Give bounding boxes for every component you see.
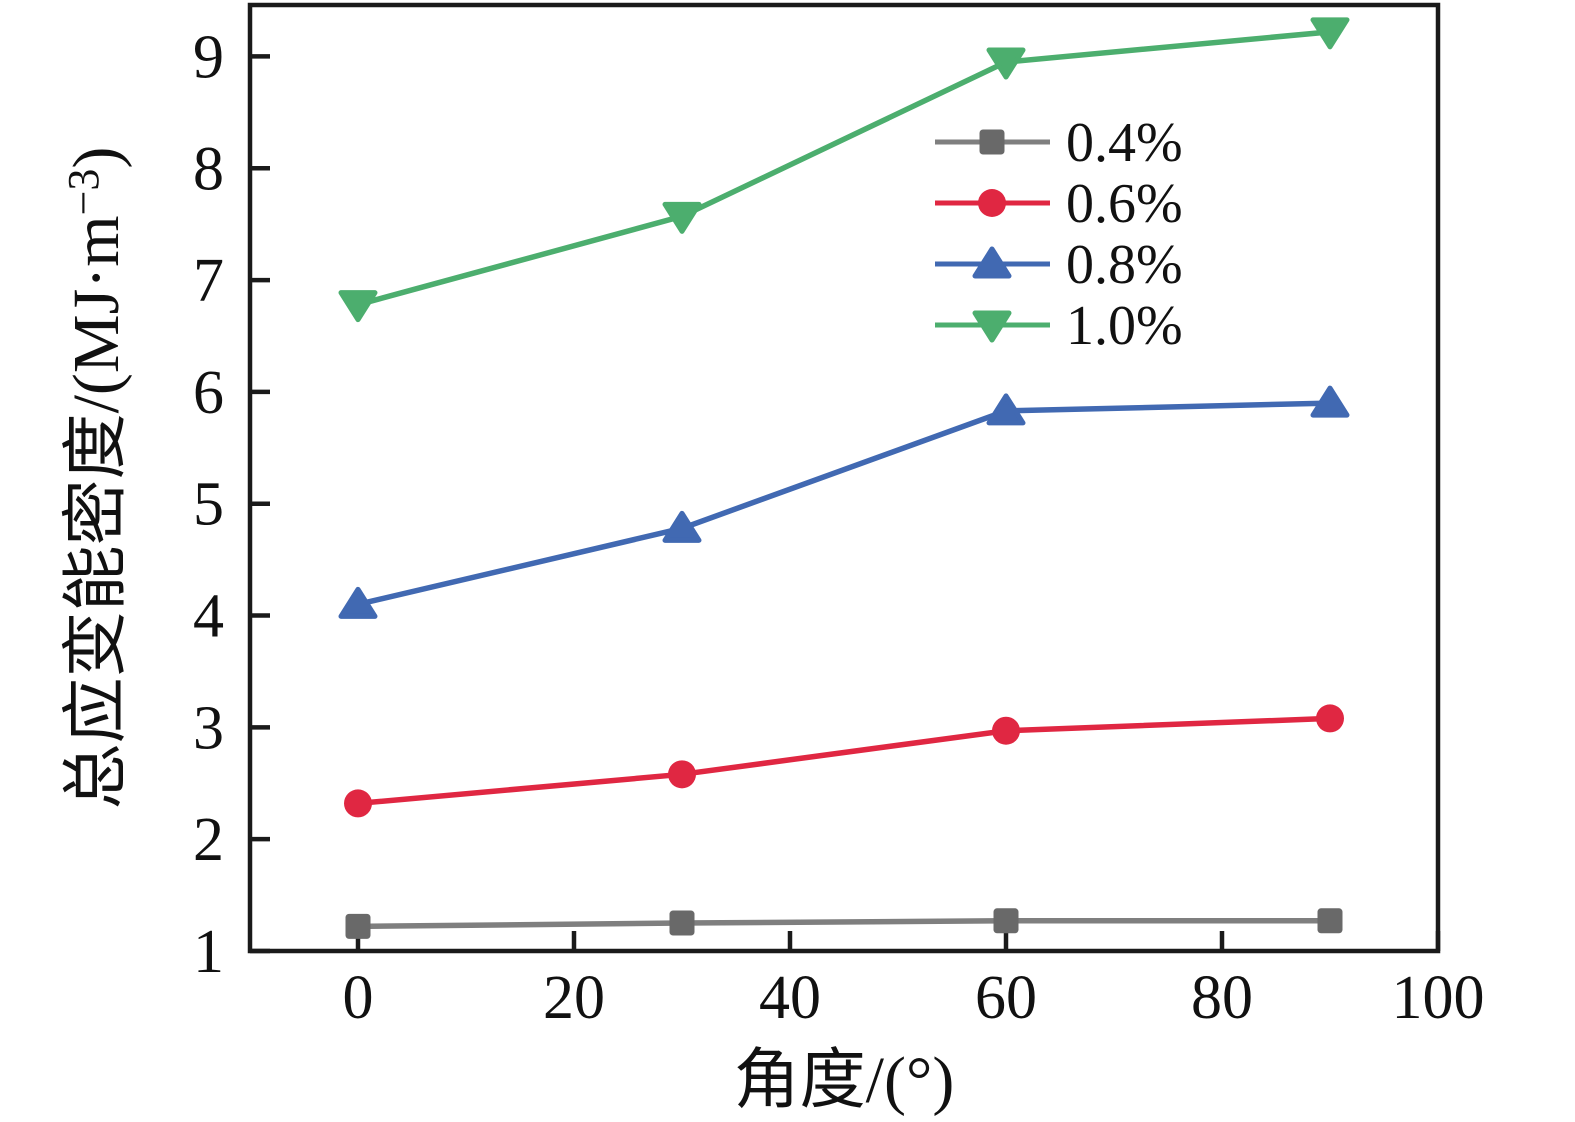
legend-label: 0.6% xyxy=(1066,173,1183,235)
data-point-marker-0.8% xyxy=(338,586,378,619)
data-point-marker-0.4% xyxy=(345,913,371,939)
data-point-marker-0.8% xyxy=(662,510,702,543)
legend-entry-0.8%: 0.8% xyxy=(935,234,1183,296)
y-tick-label: 2 xyxy=(193,806,224,874)
x-axis-title: 角度/(°) xyxy=(734,1044,955,1117)
y-tick-label: 1 xyxy=(193,918,224,986)
plot-border xyxy=(247,2,1441,954)
legend: 0.4%0.6%0.8%1.0% xyxy=(935,112,1183,357)
legend-label: 0.4% xyxy=(1066,112,1183,174)
data-point-marker-0.4% xyxy=(993,908,1019,934)
legend-entry-1.0%: 1.0% xyxy=(935,295,1183,357)
data-point-marker-0.6% xyxy=(344,789,372,818)
y-tick-label: 3 xyxy=(193,694,224,762)
x-tick-label: 100 xyxy=(1392,964,1485,1032)
x-tick-label: 40 xyxy=(759,964,821,1032)
x-tick-label: 80 xyxy=(1191,964,1253,1032)
x-tick-label: 20 xyxy=(543,964,605,1032)
y-tick-label: 7 xyxy=(193,247,224,315)
y-tick-label: 6 xyxy=(193,359,224,427)
y-tick-label: 8 xyxy=(193,135,224,203)
y-axis-title: 总应变能密度/(MJ·m−3) xyxy=(59,147,133,810)
y-tick-label: 4 xyxy=(193,583,224,651)
x-tick-label: 0 xyxy=(343,964,374,1032)
data-point-marker-0.8% xyxy=(986,393,1026,426)
data-point-marker-1.0% xyxy=(1310,17,1350,50)
legend-marker-square xyxy=(979,129,1005,155)
legend-label: 1.0% xyxy=(1066,295,1183,357)
series-line-0.8% xyxy=(355,400,1333,608)
legend-label: 0.8% xyxy=(1066,234,1183,296)
y-tick-label: 9 xyxy=(193,23,224,91)
data-point-marker-0.6% xyxy=(1316,704,1344,733)
legend-marker-triangle-up xyxy=(972,246,1012,279)
data-point-marker-0.6% xyxy=(992,716,1020,745)
x-tick-label: 60 xyxy=(975,964,1037,1032)
legend-entry-0.4%: 0.4% xyxy=(935,112,1183,174)
data-point-marker-0.6% xyxy=(668,760,696,789)
legend-entry-0.6%: 0.6% xyxy=(935,173,1183,235)
data-point-marker-1.0% xyxy=(986,47,1026,80)
data-point-marker-0.4% xyxy=(1317,908,1343,934)
legend-marker-triangle-down xyxy=(972,310,1012,343)
series-line-1.0% xyxy=(355,29,1333,308)
legend-marker-circle xyxy=(978,189,1006,217)
data-point-marker-0.4% xyxy=(669,910,695,936)
series-line-0.6% xyxy=(355,715,1333,807)
data-point-marker-0.8% xyxy=(1310,385,1350,418)
data-point-marker-1.0% xyxy=(338,290,378,323)
y-tick-label: 5 xyxy=(193,471,224,539)
data-point-marker-1.0% xyxy=(662,201,702,234)
series-line-0.4% xyxy=(355,918,1333,930)
